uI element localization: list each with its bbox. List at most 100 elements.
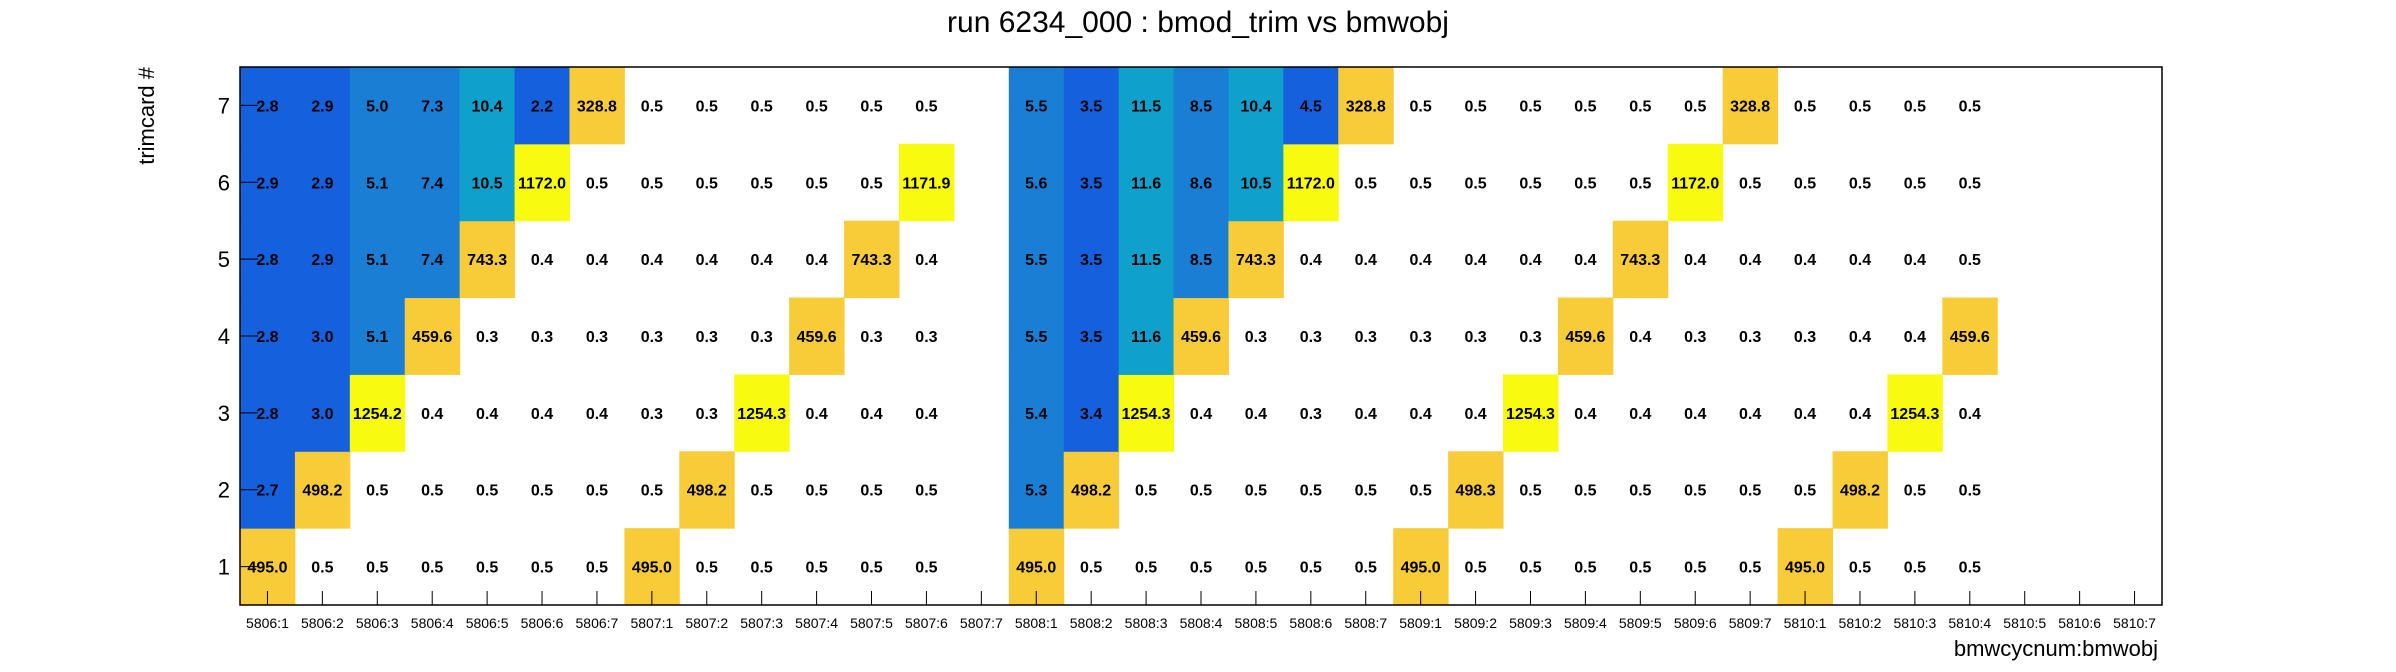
cell-value-label: 0.4 — [641, 252, 663, 269]
heatmap-cell — [1008, 297, 1065, 375]
cell-value-label: 495.0 — [1016, 560, 1056, 577]
cell-value-label: 5.1 — [366, 329, 388, 346]
cell-value-label: 11.5 — [1131, 252, 1161, 269]
cell-value-label: 0.5 — [1135, 560, 1157, 577]
cell-value-label: 0.4 — [1849, 252, 1871, 269]
cell-value-label: 0.5 — [915, 483, 937, 500]
chart-title: run 6234_000 : bmod_trim vs bmwobj — [947, 6, 1449, 39]
cell-value-label: 3.5 — [1080, 329, 1102, 346]
x-tick-label: 5808:1 — [1015, 615, 1058, 631]
cell-value-label: 743.3 — [851, 252, 891, 269]
heatmap-cell — [1173, 143, 1229, 222]
heatmap-cell — [349, 297, 406, 375]
heatmap-cell — [1063, 451, 1120, 529]
cell-value-label: 0.3 — [1300, 406, 1322, 423]
x-tick-label: 5810:6 — [2058, 615, 2101, 631]
cell-value-label: 0.5 — [366, 483, 388, 500]
heatmap-cell — [1503, 374, 1559, 452]
heatmap-cell — [294, 143, 351, 222]
heatmap-cell — [1228, 143, 1284, 222]
x-tick-label: 5808:2 — [1070, 615, 1113, 631]
cell-value-label: 0.4 — [1574, 252, 1596, 269]
cell-value-label: 0.5 — [1355, 483, 1377, 500]
heatmap-cell — [1942, 297, 1998, 375]
cell-value-label: 7.4 — [421, 252, 443, 269]
cell-value-label: 2.9 — [311, 98, 333, 115]
cell-value-label: 1172.0 — [1287, 175, 1335, 192]
cell-value-label: 0.5 — [1574, 483, 1596, 500]
x-tick-label: 5810:2 — [1839, 615, 1882, 631]
heatmap-cell — [1832, 451, 1888, 529]
cell-value-label: 0.5 — [805, 175, 827, 192]
cell-value-label: 328.8 — [1346, 98, 1386, 115]
cell-value-label: 0.5 — [1190, 483, 1212, 500]
cell-value-label: 7.3 — [421, 98, 443, 115]
cell-value-label: 1172.0 — [1671, 175, 1719, 192]
cell-value-label: 0.5 — [1849, 98, 1871, 115]
cell-value-label: 0.5 — [860, 560, 882, 577]
cell-value-label: 0.4 — [1794, 406, 1816, 423]
cell-value-label: 498.3 — [1456, 483, 1496, 500]
cell-value-label: 10.5 — [472, 175, 503, 192]
heatmap-cell — [1173, 67, 1229, 145]
cell-value-label: 0.5 — [860, 175, 882, 192]
cell-value-label: 0.5 — [1959, 252, 1981, 269]
x-tick-label: 5809:1 — [1399, 615, 1442, 631]
x-tick-label: 5806:6 — [521, 615, 564, 631]
heatmap-cell — [1228, 67, 1284, 145]
cell-value-label: 0.3 — [1410, 329, 1432, 346]
heatmap-cell — [1612, 220, 1669, 299]
cell-value-label: 0.5 — [1959, 175, 1981, 192]
cell-value-label: 0.4 — [1684, 406, 1706, 423]
heatmap-cell — [1063, 67, 1120, 145]
cell-value-label: 0.5 — [1355, 560, 1377, 577]
cell-value-label: 5.0 — [366, 98, 388, 115]
heatmap-cell — [1063, 297, 1120, 375]
heatmap-cell — [1448, 451, 1504, 529]
cell-value-label: 4.5 — [1300, 98, 1322, 115]
cell-value-label: 0.4 — [805, 406, 827, 423]
cell-value-label: 7.4 — [421, 175, 443, 192]
cell-value-label: 498.2 — [302, 483, 342, 500]
cell-value-label: 0.4 — [1904, 329, 1926, 346]
cell-value-label: 5.4 — [1025, 406, 1047, 423]
cell-value-label: 0.5 — [1684, 560, 1706, 577]
x-tick-label: 5807:6 — [905, 615, 948, 631]
cell-value-label: 0.5 — [1519, 483, 1541, 500]
heatmap-cell — [1118, 67, 1175, 145]
cell-value-label: 3.0 — [311, 406, 333, 423]
cell-value-label: 0.4 — [1629, 329, 1651, 346]
x-tick-label: 5808:7 — [1344, 615, 1387, 631]
cell-value-label: 0.5 — [805, 483, 827, 500]
cell-value-label: 495.0 — [1785, 560, 1825, 577]
heatmap-cell — [1008, 374, 1065, 452]
cell-value-label: 498.2 — [1840, 483, 1880, 500]
heatmap-cell — [404, 220, 461, 299]
cell-value-label: 0.4 — [1464, 252, 1486, 269]
cell-value-label: 0.5 — [1794, 175, 1816, 192]
heatmap-cell — [1228, 220, 1284, 299]
y-axis: 1 2 3 4 5 6 7 — [218, 93, 258, 580]
cell-value-label: 0.5 — [1739, 560, 1761, 577]
heatmap-cell — [1283, 143, 1339, 222]
cell-value-label: 0.5 — [531, 560, 553, 577]
cell-value-label: 0.5 — [1684, 483, 1706, 500]
cell-value-label: 0.4 — [1519, 252, 1541, 269]
cell-value-label: 0.5 — [1684, 98, 1706, 115]
cell-value-label: 0.5 — [915, 560, 937, 577]
cell-value-label: 3.5 — [1080, 175, 1102, 192]
cell-value-label: 0.5 — [1574, 175, 1596, 192]
x-tick-label: 5809:7 — [1729, 615, 1772, 631]
cell-value-label: 0.5 — [1849, 560, 1871, 577]
x-tick-label: 5807:1 — [630, 615, 673, 631]
y-tick-label: 4 — [218, 324, 230, 349]
heatmap-cell — [349, 67, 406, 145]
heatmap-cell — [734, 374, 790, 452]
cell-value-label: 0.5 — [421, 560, 443, 577]
cell-value-label: 0.5 — [1739, 483, 1761, 500]
x-tick-label: 5806:7 — [576, 615, 619, 631]
cell-value-label: 0.4 — [1794, 252, 1816, 269]
cell-value-label: 5.3 — [1025, 483, 1047, 500]
x-tick-label: 5809:2 — [1454, 615, 1497, 631]
cell-value-label: 0.3 — [1519, 329, 1541, 346]
